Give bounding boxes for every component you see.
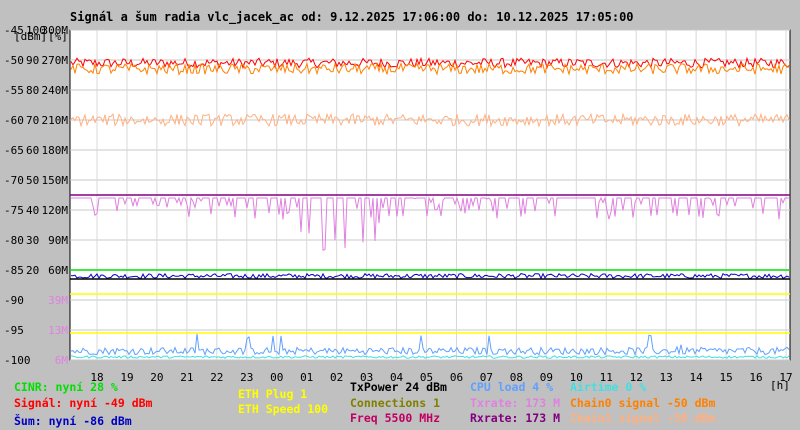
series-path — [70, 61, 790, 77]
legend-cinr: CINR: nyní 28 % — [14, 380, 118, 394]
x-tick-label: 18 — [90, 371, 103, 384]
y-tick-rate: 150M — [42, 174, 69, 187]
x-tick-label: 00 — [270, 371, 283, 384]
y-tick-dbm: -65 — [4, 144, 24, 157]
y-tick-pct: 30 — [26, 234, 39, 247]
series-chain0-signal — [70, 61, 790, 77]
legend-noise: Šum: nyní -86 dBm — [14, 414, 132, 428]
y-tick-dbm: -75 — [4, 204, 24, 217]
series-sign-l — [70, 56, 790, 70]
legend-txpower: TxPower 24 dBm — [350, 380, 447, 394]
y-tick-dbm: -100 — [4, 354, 31, 367]
y-tick-rate: 60M — [48, 264, 68, 277]
legend-eth-speed: ETH Speed 100 — [238, 402, 329, 416]
y-tick-dbm: -90 — [4, 294, 24, 307]
legend-freq: Freq 5500 MHz — [350, 411, 441, 425]
series-chain1-signal — [70, 112, 790, 128]
y-tick-rate: 90M — [48, 234, 68, 247]
y-tick-rate: 120M — [42, 204, 69, 217]
y-tick-dbm: -50 — [4, 54, 24, 67]
y-tick-dbm: -45 — [4, 24, 24, 37]
x-tick-label: 19 — [120, 371, 133, 384]
series-txrate — [71, 196, 789, 251]
legend-rxrate: Rxrate: 173 M — [470, 411, 561, 425]
x-tick-label: 05 — [420, 371, 433, 384]
series-path — [70, 272, 790, 280]
series-path — [70, 56, 790, 70]
x-tick-label: 02 — [330, 371, 343, 384]
y-tick-rate: 13M — [48, 324, 68, 337]
x-tick-label: 13 — [660, 371, 673, 384]
y-tick-rate: 180M — [42, 144, 69, 157]
x-tick-label: 01 — [300, 371, 313, 384]
series-cpu-load — [70, 333, 790, 356]
x-tick-label: 17 — [779, 371, 792, 384]
series-path — [70, 112, 790, 128]
x-tick-label: 20 — [150, 371, 163, 384]
y-tick-pct: 70 — [26, 114, 39, 127]
x-tick-label: 09 — [540, 371, 553, 384]
legend-connections: Connections 1 — [350, 396, 441, 410]
legend-chain1: Chain1 signal -50 dBm — [570, 411, 716, 425]
x-tick-label: 10 — [570, 371, 583, 384]
series-path — [71, 196, 789, 251]
legend-signal: Signál: nyní -49 dBm — [14, 396, 153, 410]
x-tick-label: 12 — [630, 371, 643, 384]
x-tick-label: 21 — [180, 371, 193, 384]
y-tick-pct: 60 — [26, 144, 39, 157]
y-tick-dbm: -60 — [4, 114, 24, 127]
x-tick-label: 23 — [240, 371, 253, 384]
chart-title: Signál a šum radia vlc_jacek_ac od: 9.12… — [70, 10, 634, 24]
y-tick-rate: 300M — [42, 24, 69, 37]
x-tick-label: 22 — [210, 371, 223, 384]
y-tick-dbm: -70 — [4, 174, 24, 187]
x-tick-label: 08 — [510, 371, 523, 384]
x-tick-label: 14 — [690, 371, 704, 384]
legend-airtime: Airtime 0 % — [570, 380, 647, 394]
legend-txrate: Txrate: 173 M — [470, 396, 561, 410]
x-tick-label: 11 — [600, 371, 613, 384]
y-tick-pct: 40 — [26, 204, 39, 217]
y-tick-dbm: -55 — [4, 84, 24, 97]
legend-chain0: Chain0 signal -50 dBm — [570, 396, 716, 410]
y-tick-pct: 80 — [26, 84, 39, 97]
y-tick-dbm: -85 — [4, 264, 24, 277]
legend-eth-plug: ETH Plug 1 — [238, 387, 308, 401]
percent-unit-label: [%] — [48, 30, 68, 43]
x-tick-label: 06 — [450, 371, 463, 384]
y-tick-pct: 100 — [26, 24, 46, 37]
legend-cpu-load: CPU load 4 % — [470, 380, 554, 394]
x-tick-label: 16 — [749, 371, 762, 384]
series--um — [70, 272, 790, 280]
series-path — [70, 333, 790, 356]
y-tick-rate: 6M — [55, 354, 69, 367]
y-tick-pct: 20 — [26, 264, 39, 277]
y-tick-rate: 240M — [42, 84, 69, 97]
y-tick-dbm: -95 — [4, 324, 24, 337]
x-tick-label: 03 — [360, 371, 373, 384]
x-tick-label: 04 — [390, 371, 404, 384]
y-tick-pct: 50 — [26, 174, 39, 187]
hours-unit-label: [h] — [770, 379, 790, 392]
y-tick-rate: 39M — [48, 294, 68, 307]
y-tick-dbm: -80 — [4, 234, 24, 247]
y-tick-pct: 90 — [26, 54, 39, 67]
y-tick-rate: 270M — [42, 54, 69, 67]
y-tick-rate: 210M — [42, 114, 69, 127]
x-tick-label: 15 — [719, 371, 732, 384]
series-path — [70, 355, 790, 359]
dbm-unit-label: [dBm] — [14, 30, 48, 43]
x-tick-label: 07 — [480, 371, 493, 384]
series-airtime — [70, 355, 790, 359]
